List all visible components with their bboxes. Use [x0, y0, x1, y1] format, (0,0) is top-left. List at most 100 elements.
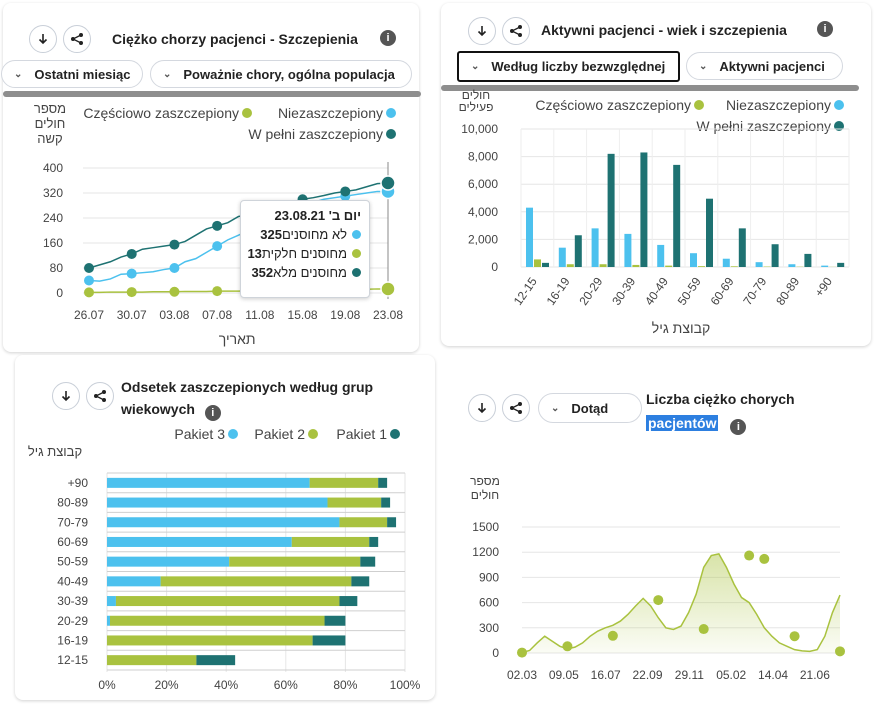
x-tick-label: 0%	[98, 678, 116, 692]
y-tick-label: 900	[479, 570, 499, 584]
chevron-down-icon: ⌄	[699, 60, 708, 72]
share-button[interactable]	[63, 25, 91, 53]
x-tick-label: 19.08	[330, 308, 360, 322]
patients-filter[interactable]: ⌄ Aktywni pacjenci	[686, 52, 843, 80]
bar-dose1	[378, 477, 388, 488]
scrollbar[interactable]	[441, 85, 859, 91]
share-icon	[94, 390, 106, 402]
bar-unvaccinated	[821, 265, 829, 267]
bar-dose3	[107, 576, 161, 587]
legend-swatch	[386, 129, 396, 139]
x-tick-label: 16-19	[544, 274, 573, 307]
x-tick-label: 80-89	[773, 274, 802, 307]
range-filter[interactable]: ⌄ Dotąd	[538, 393, 642, 423]
bar-dose1	[351, 576, 370, 587]
data-point-full	[126, 248, 137, 259]
x-tick-label: 12-15	[511, 274, 540, 307]
data-point-unvaccinated	[126, 268, 137, 279]
tooltip-row-dot	[352, 230, 361, 239]
y-axis-title: מספר	[34, 101, 66, 116]
info-icon[interactable]: i	[730, 419, 747, 435]
legend-label: W pełni zaszczepiony	[248, 126, 383, 142]
bar-unvaccinated	[788, 264, 796, 267]
bar-dose3	[107, 477, 310, 488]
scrollbar[interactable]	[3, 91, 421, 97]
data-point-partial	[84, 287, 94, 298]
legend-label: Częściowo zaszczepiony	[535, 97, 691, 113]
population-filter[interactable]: ⌄ Poważnie chory, ogólna populacja	[150, 60, 412, 88]
tooltip-row-value: 325	[260, 227, 282, 242]
data-point-unvaccinated	[212, 241, 223, 252]
y-tick-label: 50-59	[57, 555, 88, 569]
y-tick-label: 40-49	[57, 574, 88, 588]
tooltip-row: 352 מחוסנים מלא	[241, 263, 369, 282]
range-filter-label: Dotąd	[571, 400, 609, 416]
bar-dose2	[291, 536, 370, 547]
panel-title: Liczba ciężko chorych pacjentów i	[646, 387, 795, 435]
download-button[interactable]	[468, 17, 496, 45]
y-axis-title: חולים	[471, 488, 499, 502]
x-tick-label: 20%	[155, 678, 179, 692]
y-tick-label: 320	[43, 186, 63, 200]
info-icon[interactable]: i	[204, 405, 221, 421]
panel-title: Aktywni pacjenci - wiek i szczepienia	[541, 22, 787, 38]
x-axis-title: תאריך	[219, 331, 256, 347]
data-point	[789, 631, 800, 642]
info-icon[interactable]: i	[817, 21, 833, 37]
data-point-partial	[126, 287, 137, 298]
bar-partial	[698, 266, 705, 267]
data-point	[835, 646, 845, 657]
y-tick-label: 16-19	[57, 633, 88, 647]
bar-dose3	[107, 536, 292, 547]
panel-title-line2-text: pacjentów	[646, 415, 719, 431]
data-point-partial	[212, 286, 223, 297]
legend-label: Pakiet 1	[336, 426, 387, 442]
x-tick-label: 05.02	[716, 668, 746, 682]
period-filter[interactable]: ⌄ Ostatni miesiąc	[1, 60, 143, 88]
y-tick-label: 2,000	[468, 232, 498, 246]
x-tick-label: 29.11	[675, 668, 704, 682]
bar-dose1	[360, 556, 376, 567]
tooltip-row-dot	[352, 268, 361, 277]
y-tick-label: 8,000	[468, 150, 498, 164]
bar-dose1	[312, 635, 346, 646]
x-tick-label: 100%	[390, 678, 421, 692]
info-icon[interactable]: i	[380, 30, 396, 46]
data-point-full	[84, 263, 94, 273]
area-line	[521, 553, 841, 654]
download-button[interactable]	[468, 394, 496, 422]
x-tick-label: 40%	[214, 678, 238, 692]
bar-unvaccinated	[657, 244, 665, 267]
y-tick-label: 80	[50, 261, 64, 275]
active-patients-age-panel: Aktywni pacjenci - wiek i szczepienia i …	[441, 3, 871, 346]
x-tick-label: 20-29	[576, 274, 605, 307]
x-tick-label: 26.07	[74, 308, 104, 322]
x-tick-label: 03.08	[159, 308, 189, 322]
x-tick-label: 23.08	[373, 308, 403, 322]
share-button[interactable]	[86, 382, 114, 410]
chart-tooltip: 23.08.21 'יום ב 325 לא מחוסנים 13 מחוסנים…	[240, 200, 370, 298]
x-tick-label: 30-39	[609, 274, 638, 307]
highlight-point-partial	[380, 281, 396, 297]
x-tick-label: 30.07	[117, 308, 147, 322]
share-button[interactable]	[502, 17, 530, 45]
bar-dose1	[369, 536, 379, 547]
area-fill	[522, 553, 840, 653]
download-icon	[38, 34, 48, 45]
bar-full	[771, 244, 779, 267]
y-tick-label: 600	[479, 596, 499, 610]
legend-swatch	[386, 108, 396, 118]
download-button[interactable]	[52, 382, 80, 410]
download-button[interactable]	[29, 25, 57, 53]
y-tick-label: 20-29	[57, 614, 88, 628]
bar-full	[706, 198, 713, 267]
bar-unvaccinated	[755, 262, 763, 267]
highlight-point-full	[380, 175, 396, 191]
y-tick-label: 6,000	[468, 177, 498, 191]
measure-filter[interactable]: ⌄ Według liczby bezwzględnej	[457, 51, 680, 82]
share-button[interactable]	[502, 394, 530, 422]
data-point-full	[169, 239, 180, 250]
series-line-unvaccinated	[88, 190, 388, 282]
bar-dose2	[115, 596, 340, 607]
